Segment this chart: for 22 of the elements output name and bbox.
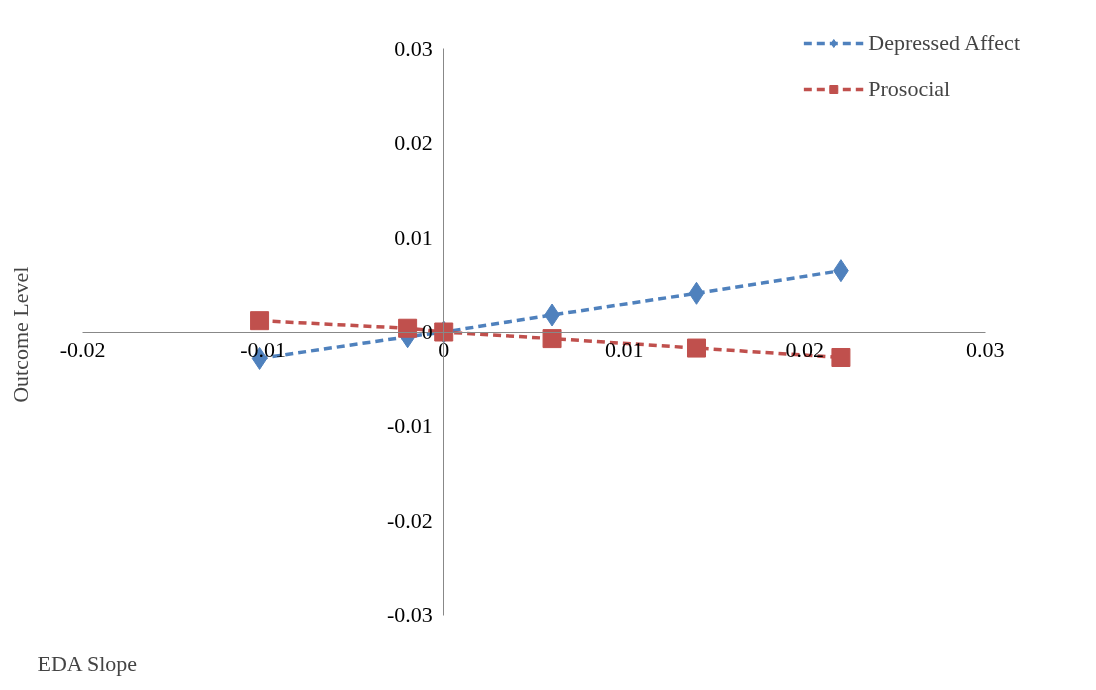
x-tick-label: 0 [438,337,450,362]
x-tick-label: -0.01 [240,337,287,362]
y-tick-label: 0.03 [394,35,433,61]
x-tick-label: 0.02 [785,337,825,362]
x-axis-title: EDA Slope [37,650,138,676]
point [542,329,562,349]
y-tick-label: -0.01 [386,413,433,439]
x-tick-label: 0.03 [966,337,1005,362]
point [686,338,706,358]
y-tick-label: -0.02 [386,507,433,533]
y-tick-label: 0.01 [394,224,433,250]
point [688,281,705,305]
y-tick-label: -0.03 [386,602,433,628]
point [250,311,270,331]
y-tick-label: 0.02 [394,130,433,156]
legend-label: Prosocial [868,76,951,102]
point [831,347,851,367]
point [398,318,418,338]
legend-label: Depressed Affect [868,30,1020,56]
x-tick-label: 0.01 [605,337,644,362]
y-axis-title: Outcome Level [7,266,33,403]
x-tick-label: -0.02 [59,337,106,362]
